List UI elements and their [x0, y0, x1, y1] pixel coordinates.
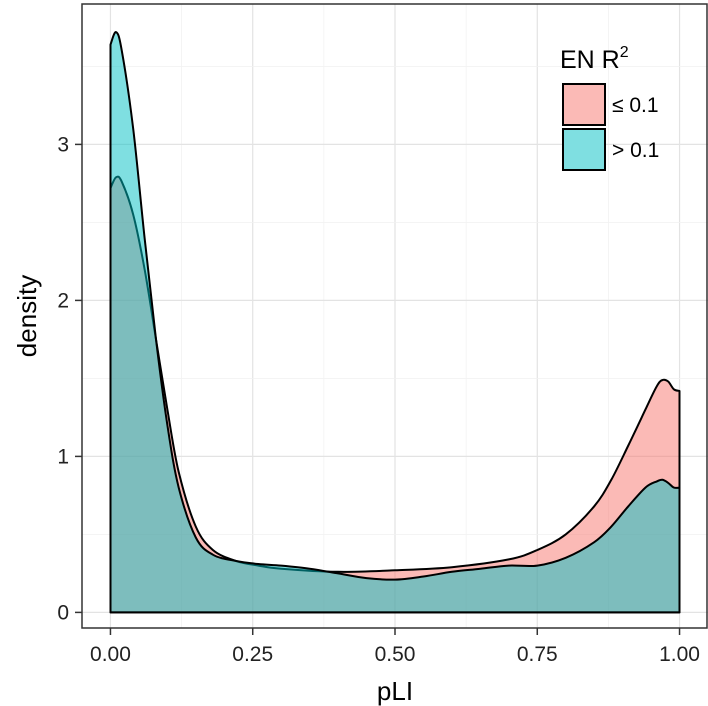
x-tick-label: 1.00: [659, 643, 700, 666]
density-areas: [109, 31, 681, 614]
x-tick-label: 0.75: [517, 643, 558, 666]
y-axis-title: density: [12, 275, 42, 357]
x-tick-label: 0.00: [90, 643, 131, 666]
legend-label: ≤ 0.1: [612, 94, 659, 117]
legend-key-swatch: [562, 128, 606, 171]
legend: EN R2 ≤ 0.1 > 0.1: [560, 44, 659, 171]
legend-items: ≤ 0.1 > 0.1: [562, 83, 659, 171]
legend-title-text: EN R: [560, 46, 620, 74]
legend-key-swatch: [562, 83, 606, 126]
legend-title: EN R2: [560, 44, 629, 74]
x-axis: 0.00 0.25 0.50 0.75 1.00: [90, 628, 700, 666]
y-tick-label: 2: [57, 289, 69, 312]
density-area-series-2: [109, 31, 681, 614]
x-tick-label: 0.25: [232, 643, 273, 666]
y-tick-label: 0: [57, 601, 69, 624]
y-tick-label: 1: [57, 445, 69, 468]
y-tick-label: 3: [57, 133, 69, 156]
y-axis: 0 1 2 3: [57, 133, 82, 624]
x-axis-title: pLI: [377, 676, 413, 706]
x-tick-label: 0.50: [375, 643, 416, 666]
legend-label: > 0.1: [612, 139, 659, 162]
legend-title-superscript: 2: [620, 44, 629, 61]
